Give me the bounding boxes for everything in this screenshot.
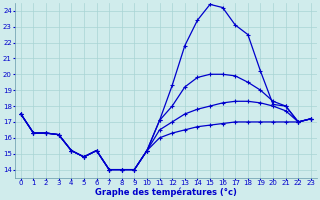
X-axis label: Graphe des températures (°c): Graphe des températures (°c) (95, 188, 237, 197)
